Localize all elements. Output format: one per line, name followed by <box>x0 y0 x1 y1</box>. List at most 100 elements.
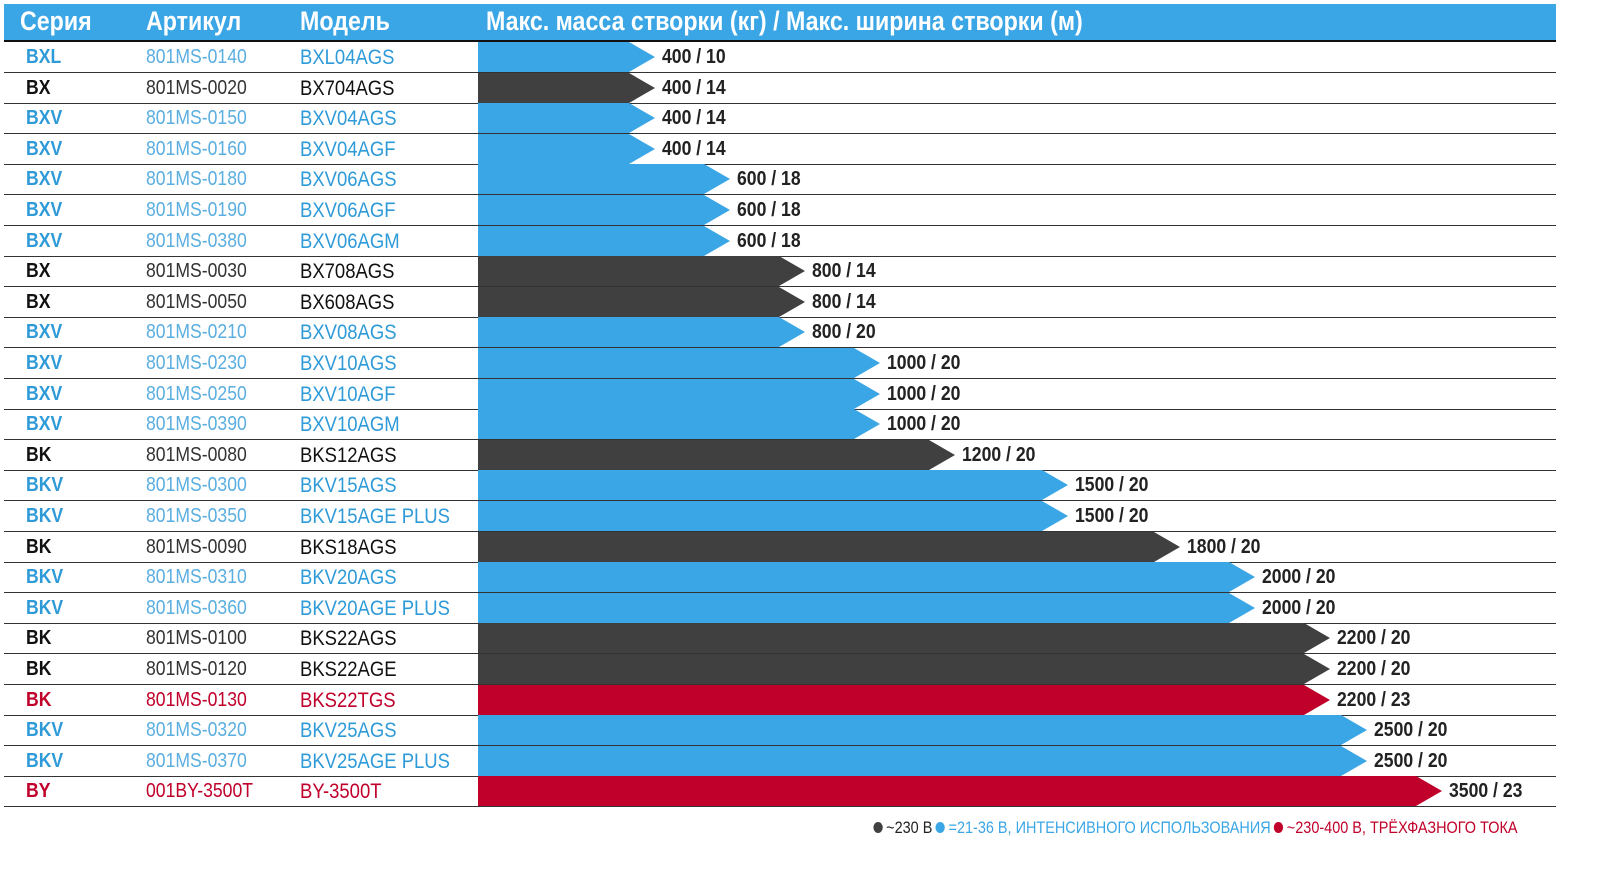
value-label: 600 / 18 <box>737 199 801 221</box>
bar-bxl04ags <box>478 42 655 72</box>
bar-bkv25ags <box>478 715 1367 746</box>
article-cell: 801MS-0250 <box>146 382 247 405</box>
bar-mark <box>478 470 1068 501</box>
bar-bxv04ags <box>478 103 655 134</box>
header-value: Макс. масса створки (кг) / Макс. ширина … <box>486 6 1083 36</box>
model-cell: BX704AGS <box>300 76 395 100</box>
bar-mark <box>478 256 805 287</box>
series-cell: BXV <box>26 352 63 374</box>
model-cell: BKV20AGE PLUS <box>300 596 450 620</box>
series-cell: BK <box>26 658 52 680</box>
value-label: 400 / 14 <box>662 107 726 130</box>
table-row: BX 801MS-0050 BX608AGS 800 / 14 <box>4 286 1556 318</box>
series-cell: BX <box>26 260 51 283</box>
bar-bks22age <box>478 654 1330 684</box>
value-label: 800 / 14 <box>812 260 876 283</box>
model-cell: BKV25AGS <box>300 719 397 743</box>
bar-bkv20ags <box>478 562 1255 593</box>
model-cell: BXV06AGM <box>300 229 400 253</box>
model-cell: BKS22AGE <box>300 658 397 681</box>
article-cell: 801MS-0100 <box>146 627 247 650</box>
model-cell: BKS22TGS <box>300 688 396 712</box>
bar-mark <box>478 164 730 195</box>
model-cell: BKS22AGS <box>300 627 397 651</box>
article-cell: 801MS-0140 <box>146 46 247 68</box>
bar-mark <box>478 684 1330 715</box>
model-cell: BXV06AGS <box>300 168 397 192</box>
legend: ~230 В =21-36 В, ИНТЕНСИВНОГО ИСПОЛЬЗОВАН… <box>870 818 1518 838</box>
value-label: 2000 / 20 <box>1262 596 1336 619</box>
table-row: BK 801MS-0080 BKS12AGS 1200 / 20 <box>4 439 1556 471</box>
model-cell: BY-3500T <box>300 780 382 804</box>
bar-mark <box>478 439 955 470</box>
model-cell: BXV10AGF <box>300 382 396 406</box>
value-label: 2200 / 20 <box>1337 627 1411 650</box>
series-cell: BX <box>26 290 51 313</box>
bar-mark <box>478 745 1367 776</box>
bar-mark <box>478 72 655 103</box>
series-cell: BXV <box>26 199 63 221</box>
article-cell: 801MS-0370 <box>146 749 247 772</box>
bar-bx608ags <box>478 286 805 317</box>
series-cell: BKV <box>26 505 64 527</box>
value-label: 3500 / 23 <box>1449 780 1523 803</box>
bar-mark <box>478 348 880 378</box>
model-cell: BKV25AGE PLUS <box>300 749 450 773</box>
value-label: 1000 / 20 <box>887 352 961 374</box>
series-cell: BKV <box>26 719 64 742</box>
header-model: Модель <box>300 6 390 36</box>
bar-mark <box>478 776 1442 807</box>
model-cell: BX708AGS <box>300 260 395 284</box>
bar-bxv04agf <box>478 133 655 164</box>
series-cell: BXL <box>26 46 62 68</box>
value-label: 800 / 14 <box>812 290 876 313</box>
table-row: BK 801MS-0100 BKS22AGS 2200 / 20 <box>4 623 1556 655</box>
bar-mark <box>478 103 655 134</box>
bar-bxv06ags <box>478 164 730 195</box>
table-row: BXV 801MS-0230 BXV10AGS 1000 / 20 <box>4 348 1556 379</box>
legend-dot-blue <box>935 822 946 833</box>
model-cell: BKV15AGS <box>300 474 397 498</box>
model-cell: BXL04AGS <box>300 46 395 69</box>
table-row: BXV 801MS-0180 BXV06AGS 600 / 18 <box>4 164 1556 196</box>
legend-dot-dark <box>873 822 883 833</box>
article-cell: 801MS-0210 <box>146 321 247 344</box>
article-cell: 801MS-0190 <box>146 199 247 221</box>
value-label: 1000 / 20 <box>887 382 961 405</box>
bar-bxv06agm <box>478 225 730 256</box>
series-cell: BKV <box>26 474 64 497</box>
value-label: 2500 / 20 <box>1374 749 1448 772</box>
bar-mark <box>478 317 805 348</box>
article-cell: 801MS-0230 <box>146 352 247 374</box>
article-cell: 801MS-0090 <box>146 535 247 558</box>
bar-mark <box>478 286 805 317</box>
model-cell: BXV08AGS <box>300 321 397 345</box>
bar-mark <box>478 562 1255 593</box>
table-row: BXV 801MS-0380 BXV06AGM 600 / 18 <box>4 225 1556 257</box>
article-cell: 801MS-0120 <box>146 658 247 680</box>
bar-mark <box>478 133 655 164</box>
model-cell: BKV20AGS <box>300 566 397 590</box>
article-cell: 001BY-3500T <box>146 780 254 803</box>
article-cell: 801MS-0350 <box>146 505 247 527</box>
legend-label: ~230-400 В, ТРЁХФАЗНОГО ТОКА <box>1286 818 1518 837</box>
article-cell: 801MS-0150 <box>146 107 247 130</box>
article-cell: 801MS-0130 <box>146 688 247 711</box>
bar-mark <box>478 501 1068 531</box>
article-cell: 801MS-0300 <box>146 474 247 497</box>
legend-dot-red <box>1274 822 1284 833</box>
bar-mark <box>478 409 880 440</box>
article-cell: 801MS-0380 <box>146 229 247 252</box>
bar-bx708ags <box>478 256 805 287</box>
bar-bks22ags <box>478 623 1330 654</box>
series-cell: BXV <box>26 321 63 344</box>
legend-label: ~230 В <box>886 818 933 837</box>
legend-label: =21-36 В, ИНТЕНСИВНОГО ИСПОЛЬЗОВАНИЯ <box>948 818 1271 837</box>
bar-by-3500t <box>478 776 1442 807</box>
article-cell: 801MS-0320 <box>146 719 247 742</box>
table-row: BKV 801MS-0320 BKV25AGS 2500 / 20 <box>4 715 1556 747</box>
value-label: 2000 / 20 <box>1262 566 1336 589</box>
value-label: 1800 / 20 <box>1187 535 1261 558</box>
series-cell: BK <box>26 688 52 711</box>
model-cell: BX608AGS <box>300 290 395 314</box>
